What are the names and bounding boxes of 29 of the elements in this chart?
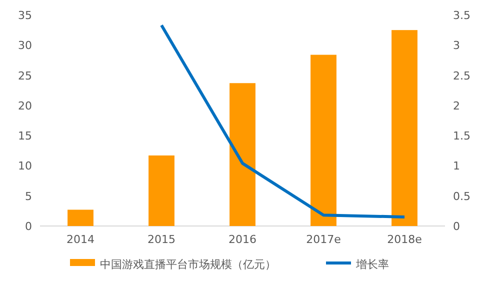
- legend-label: 中国游戏直播平台市场规模（亿元）: [100, 258, 276, 271]
- line-series: [160, 24, 406, 218]
- y-tick-label: 25: [18, 69, 32, 82]
- x-tick-label: 2014: [66, 233, 94, 246]
- y2-tick-label: 2: [453, 99, 460, 112]
- bar: [392, 30, 418, 226]
- y-tick-label: 20: [18, 99, 32, 112]
- y2-tick-label: 1: [453, 160, 460, 173]
- y-tick-label: 30: [18, 39, 32, 52]
- y2-tick-label: 3.5: [453, 9, 470, 22]
- y-tick-label: 5: [25, 190, 32, 203]
- y-tick-label: 10: [18, 160, 32, 173]
- y-tick-label: 35: [18, 9, 32, 22]
- y2-tick-label: 0.5: [453, 190, 470, 203]
- y2-tick-label: 3: [453, 39, 460, 52]
- y2-tick-label: 2.5: [453, 69, 470, 82]
- y2-tick-label: 1.5: [453, 130, 470, 143]
- y-tick-label: 15: [18, 130, 32, 143]
- x-tick-label: 2017e: [306, 233, 342, 246]
- x-tick-label: 2016: [228, 233, 256, 246]
- legend-label: 增长率: [355, 258, 389, 271]
- x-tick-label: 2015: [148, 233, 176, 246]
- y2-tick-label: 0: [453, 220, 460, 233]
- y-tick-label: 0: [25, 220, 32, 233]
- bar: [68, 210, 94, 226]
- x-tick-label: 2018e: [387, 233, 422, 246]
- bar: [310, 54, 336, 226]
- bar: [230, 83, 256, 226]
- bar: [148, 155, 174, 226]
